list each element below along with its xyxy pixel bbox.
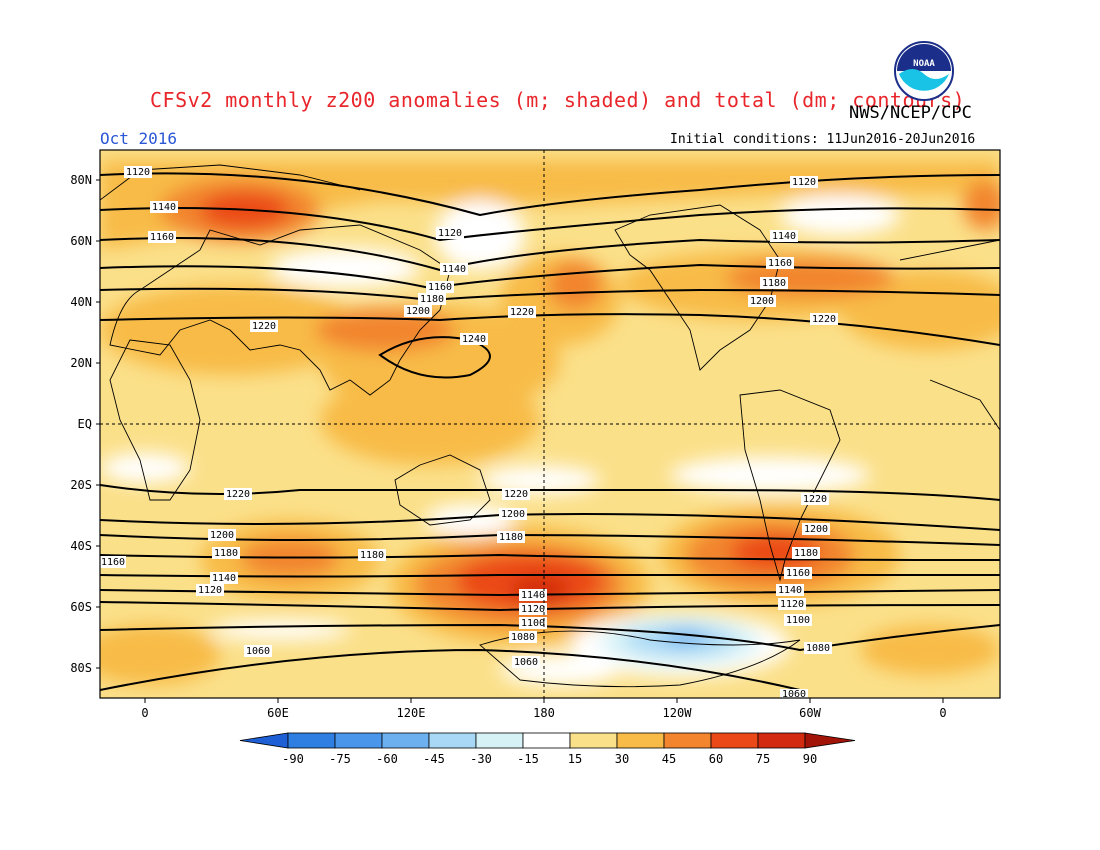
contour-label: 1120 xyxy=(792,177,816,188)
contour-labels: 1120 1140 1160 1220 1120 1140 1160 1180 … xyxy=(100,166,838,700)
colorbar-cell xyxy=(475,732,524,749)
lon-label: 60E xyxy=(267,706,289,720)
colorbar: -90 -75 -60 -45 -30 -15 15 30 45 60 75 90 xyxy=(239,732,856,766)
contour-label: 1100 xyxy=(521,618,545,629)
lat-label: 60N xyxy=(70,234,92,248)
contour-label: 1140 xyxy=(212,573,236,584)
contour-label: 1200 xyxy=(406,306,430,317)
lat-label: 40N xyxy=(70,295,92,309)
colorbar-tick-label: 30 xyxy=(615,752,629,766)
colorbar-ticks: -90 -75 -60 -45 -30 -15 15 30 45 60 75 90 xyxy=(282,752,817,766)
colorbar-tick-label: -60 xyxy=(376,752,398,766)
colorbar-cell xyxy=(287,732,336,749)
lat-label: EQ xyxy=(78,417,92,431)
map-panel: 1120 1140 1160 1220 1120 1140 1160 1180 … xyxy=(70,149,1001,720)
lon-label: 180 xyxy=(533,706,555,720)
contour-label: 1220 xyxy=(510,307,534,318)
contour-label: 1120 xyxy=(438,228,462,239)
initial-conditions-label: Initial conditions: 11Jun2016-20Jun2016 xyxy=(670,132,976,147)
colorbar-tick-label: -75 xyxy=(329,752,351,766)
contour-label: 1140 xyxy=(778,585,802,596)
colorbar-cell xyxy=(569,732,618,749)
lat-label: 80S xyxy=(70,661,92,675)
contour-label: 1200 xyxy=(501,509,525,520)
contour-label: 1200 xyxy=(804,524,828,535)
contour-label: 1120 xyxy=(521,604,545,615)
lat-label: 40S xyxy=(70,539,92,553)
contour-label: 1160 xyxy=(786,568,810,579)
longitude-axis: 0 60E 120E 180 120W 60W 0 xyxy=(141,706,946,720)
colorbar-tick-label: 75 xyxy=(756,752,770,766)
coastlines xyxy=(100,164,1000,688)
contour-label: 1180 xyxy=(214,548,238,559)
contour-label: 1160 xyxy=(101,557,125,568)
colorbar-arrow-low xyxy=(239,732,289,749)
colorbar-tick-label: -45 xyxy=(423,752,445,766)
colorbar-tick-label: -90 xyxy=(282,752,304,766)
contour-label: 1200 xyxy=(210,530,234,541)
colorbar-tick-label: 45 xyxy=(662,752,676,766)
colorbar-cell xyxy=(710,732,759,749)
contour-label: 1140 xyxy=(152,202,176,213)
lon-label: 120E xyxy=(397,706,426,720)
contour-label: 1180 xyxy=(794,548,818,559)
contour-label: 1100 xyxy=(786,615,810,626)
contour-label: 1200 xyxy=(750,296,774,307)
forecast-month-label: Oct 2016 xyxy=(100,129,178,148)
colorbar-cell xyxy=(428,732,477,749)
agency-label: NWS/NCEP/CPC xyxy=(849,103,972,123)
contour-label: 1220 xyxy=(226,489,250,500)
colorbar-cell xyxy=(334,732,383,749)
chart-title: CFSv2 monthly z200 anomalies (m; shaded)… xyxy=(150,88,966,112)
colorbar-tick-label: -30 xyxy=(470,752,492,766)
contour-label: 1220 xyxy=(252,321,276,332)
contour-label: 1060 xyxy=(246,646,270,657)
colorbar-cell xyxy=(663,732,712,749)
lon-label: 120W xyxy=(663,706,693,720)
noaa-logo-text: NOAA xyxy=(913,59,935,69)
contour-label: 1160 xyxy=(768,258,792,269)
contour-label: 1120 xyxy=(198,585,222,596)
contour-label: 1060 xyxy=(782,689,806,700)
colorbar-cell xyxy=(757,732,806,749)
contour-label: 1180 xyxy=(499,532,523,543)
colorbar-tick-label: 15 xyxy=(568,752,582,766)
contour-label: 1140 xyxy=(772,231,796,242)
lat-label: 20N xyxy=(70,356,92,370)
colorbar-cells xyxy=(239,732,856,749)
contour-label: 1140 xyxy=(521,590,545,601)
colorbar-cell xyxy=(522,732,571,749)
contour-label: 1160 xyxy=(428,282,452,293)
contour-label: 1120 xyxy=(126,167,150,178)
colorbar-cell xyxy=(616,732,665,749)
contour-label: 1180 xyxy=(420,294,444,305)
contour-label: 1180 xyxy=(360,550,384,561)
lon-label: 0 xyxy=(939,706,946,720)
lat-label: 20S xyxy=(70,478,92,492)
contour-label: 1120 xyxy=(780,599,804,610)
contour-label: 1160 xyxy=(150,232,174,243)
colorbar-tick-label: 90 xyxy=(803,752,817,766)
contour-label: 1080 xyxy=(806,643,830,654)
latitude-axis: 80N 60N 40N 20N EQ 20S 40S 60S 80S xyxy=(70,173,92,675)
lat-label: 60S xyxy=(70,600,92,614)
contour-label: 1180 xyxy=(762,278,786,289)
colorbar-cell xyxy=(381,732,430,749)
lon-label: 0 xyxy=(141,706,148,720)
contour-label: 1240 xyxy=(462,334,486,345)
contour-label: 1220 xyxy=(803,494,827,505)
contour-label: 1220 xyxy=(504,489,528,500)
lat-label: 80N xyxy=(70,173,92,187)
contour-label: 1060 xyxy=(514,657,538,668)
contour-label: 1220 xyxy=(812,314,836,325)
lon-label: 60W xyxy=(799,706,821,720)
colorbar-arrow-high xyxy=(804,732,856,749)
contour-label: 1080 xyxy=(511,632,535,643)
noaa-logo: NOAA xyxy=(894,41,954,101)
contour-label: 1140 xyxy=(442,264,466,275)
colorbar-tick-label: -15 xyxy=(517,752,539,766)
colorbar-tick-label: 60 xyxy=(709,752,723,766)
